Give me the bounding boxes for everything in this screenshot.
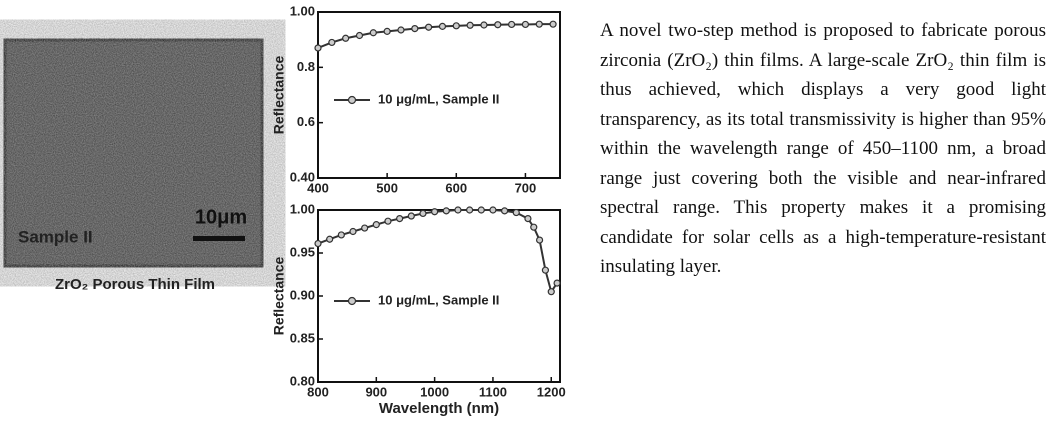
scale-bar-label: 10μm xyxy=(195,206,247,228)
y-tick-label: 0.95 xyxy=(290,244,315,259)
data-point xyxy=(521,20,530,29)
data-point xyxy=(314,239,322,248)
y-axis-label: Reflectance xyxy=(271,55,287,134)
plot-frame xyxy=(317,11,561,179)
data-point xyxy=(361,224,369,232)
y-tick-label: 0.85 xyxy=(290,330,315,345)
image-caption: ZrO₂ Porous Thin Film xyxy=(55,276,215,293)
data-point xyxy=(442,207,450,215)
data-point xyxy=(452,22,460,30)
data-point xyxy=(489,206,497,214)
data-point xyxy=(553,279,561,287)
x-tick-label: 900 xyxy=(365,384,387,399)
data-point xyxy=(411,25,419,33)
data-point xyxy=(466,206,474,214)
y-tick-label: 0.80 xyxy=(290,373,315,388)
data-point xyxy=(326,235,334,243)
data-point xyxy=(535,236,544,244)
data-point xyxy=(431,208,439,216)
data-point xyxy=(397,26,405,34)
x-tick-label: 1200 xyxy=(537,384,566,399)
x-tick-label: 1100 xyxy=(479,384,507,399)
data-point xyxy=(466,21,474,29)
data-point xyxy=(349,227,357,236)
y-tick-label: 1.00 xyxy=(290,3,315,18)
legend-label: 10 μg/mL, Sample II xyxy=(378,91,499,106)
sample-label: Sample II xyxy=(18,227,93,246)
data-point xyxy=(384,217,392,225)
data-point xyxy=(530,223,538,231)
data-point xyxy=(535,20,543,28)
data-point xyxy=(372,221,380,229)
series-line xyxy=(317,209,558,295)
data-point xyxy=(342,34,350,42)
data-point xyxy=(541,266,550,274)
x-tick-label: 700 xyxy=(515,180,537,195)
data-point xyxy=(438,22,447,30)
data-point xyxy=(454,206,462,214)
data-point xyxy=(419,209,427,218)
data-point xyxy=(369,29,377,37)
y-axis-label: Reflectance xyxy=(271,256,287,335)
x-tick-label: 600 xyxy=(445,180,467,195)
legend-marker xyxy=(347,296,357,306)
data-point xyxy=(407,212,415,220)
data-point xyxy=(508,20,516,29)
data-point xyxy=(549,20,557,28)
x-tick-label: 1000 xyxy=(420,384,449,399)
figure: Sample II 10μm ZrO₂ Porous Thin Film 0.4… xyxy=(3,3,566,417)
data-point xyxy=(355,31,364,40)
data-point xyxy=(477,206,485,214)
data-point xyxy=(494,21,502,29)
data-point xyxy=(383,27,391,35)
x-tick-label: 500 xyxy=(376,180,398,195)
data-point xyxy=(337,231,345,239)
data-point xyxy=(328,38,336,47)
sem-texture xyxy=(7,42,260,264)
x-tick-label: 400 xyxy=(307,180,329,195)
y-tick-label: 1.00 xyxy=(290,201,315,216)
abstract-text: A novel two-step method is proposed to f… xyxy=(600,20,1046,277)
x-tick-label: 800 xyxy=(307,384,329,399)
data-point xyxy=(480,21,488,29)
y-tick-label: 0.6 xyxy=(297,114,315,129)
scale-bar xyxy=(193,236,245,241)
y-tick-label: 0.8 xyxy=(297,59,315,74)
x-axis-label: Wavelength (nm) xyxy=(379,400,499,417)
y-tick-label: 0.90 xyxy=(290,287,315,302)
data-point xyxy=(425,23,433,31)
legend-label: 10 μg/mL, Sample II xyxy=(378,292,499,307)
data-point xyxy=(314,44,322,52)
data-point xyxy=(396,215,404,223)
series-line xyxy=(317,23,554,49)
data-point xyxy=(524,215,532,223)
data-point xyxy=(547,288,555,296)
data-point xyxy=(512,208,520,217)
legend-marker xyxy=(347,95,357,105)
data-point xyxy=(501,207,509,215)
y-tick-label: 0.40 xyxy=(290,169,315,184)
